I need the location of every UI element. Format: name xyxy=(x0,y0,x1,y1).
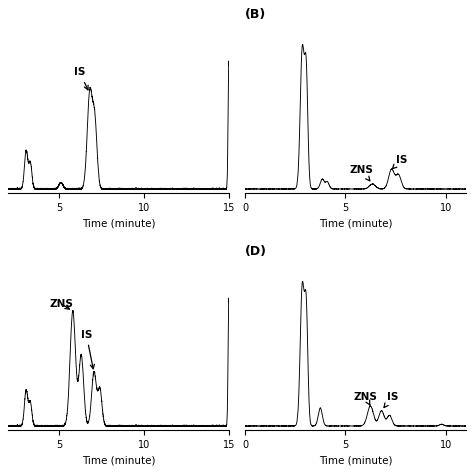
Text: (B): (B) xyxy=(245,9,266,21)
Text: ZNS: ZNS xyxy=(50,299,74,309)
Text: IS: IS xyxy=(81,329,94,369)
Text: (D): (D) xyxy=(245,246,267,258)
X-axis label: Time (minute): Time (minute) xyxy=(82,456,155,465)
X-axis label: Time (minute): Time (minute) xyxy=(82,219,155,228)
Text: ZNS: ZNS xyxy=(354,392,377,405)
X-axis label: Time (minute): Time (minute) xyxy=(319,219,392,228)
Text: IS: IS xyxy=(74,67,88,90)
Text: ZNS: ZNS xyxy=(349,165,374,181)
Text: IS: IS xyxy=(384,392,398,408)
Text: IS: IS xyxy=(392,155,407,169)
X-axis label: Time (minute): Time (minute) xyxy=(319,456,392,465)
